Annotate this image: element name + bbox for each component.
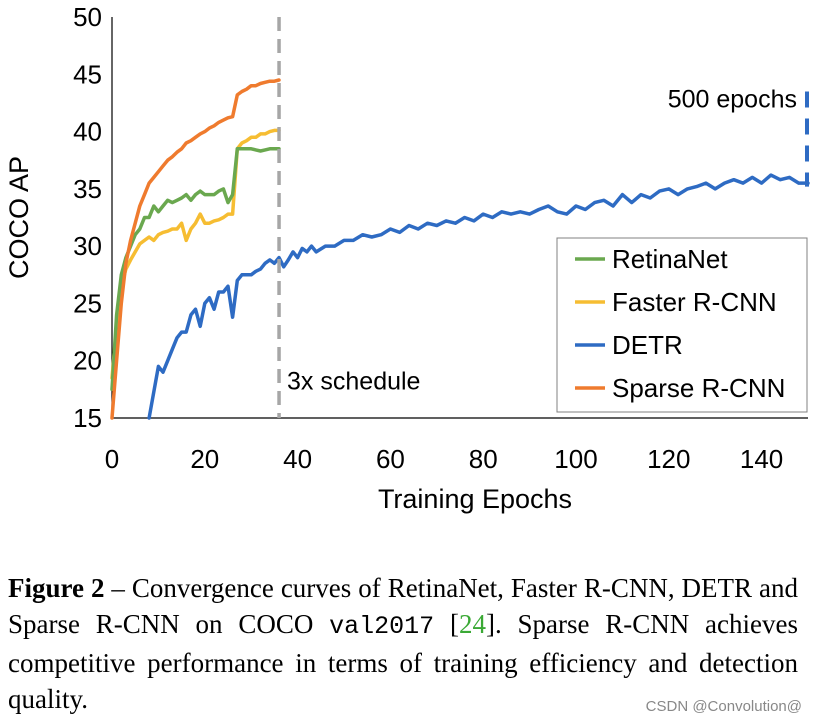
x-tick-label: 140 xyxy=(740,444,783,474)
y-tick-label: 40 xyxy=(73,117,102,147)
caption-citation-link[interactable]: 24 xyxy=(458,609,486,639)
legend-label-sparse-r-cnn: Sparse R-CNN xyxy=(612,373,785,403)
caption-dataset: val2017 xyxy=(329,612,435,641)
x-tick-label: 120 xyxy=(647,444,690,474)
legend-label-detr: DETR xyxy=(612,330,683,360)
figure-caption: Figure 2 – Convergence curves of RetinaN… xyxy=(8,570,798,717)
x-tick-label: 40 xyxy=(283,444,312,474)
caption-text-1: Convergence curves of RetinaNet, Faster … xyxy=(8,573,799,639)
y-tick-label: 20 xyxy=(73,346,102,376)
chart-legend: RetinaNet Faster R-CNN DETR Sparse R-CNN xyxy=(556,237,808,413)
x-axis-title: Training Epochs xyxy=(378,484,572,514)
watermark: CSDN @Convolution@ xyxy=(645,698,802,715)
chart-annotations: 3x schedule 500 epochs xyxy=(277,17,809,418)
x-tick-label: 20 xyxy=(190,444,219,474)
x-tick-label: 80 xyxy=(469,444,498,474)
series-line-sparse-r-cnn xyxy=(110,78,281,420)
chart-lines xyxy=(110,78,810,420)
caption-cite-close: ]. xyxy=(485,609,502,639)
y-axis-title: COCO AP xyxy=(4,156,34,279)
series-line-faster-r-cnn xyxy=(110,128,281,380)
x-tick-label: 100 xyxy=(554,444,597,474)
caption-cite-open: [ xyxy=(434,609,459,639)
legend-box xyxy=(556,237,808,413)
y-tick-label: 30 xyxy=(73,231,102,261)
legend-label-retinanet: RetinaNet xyxy=(612,244,728,274)
caption-dash: – xyxy=(104,573,132,603)
legend-label-faster-r-cnn: Faster R-CNN xyxy=(612,287,777,317)
caption-label: Figure 2 xyxy=(8,573,105,603)
y-tick-label: 50 xyxy=(73,2,102,32)
schedule-label: 3x schedule xyxy=(287,367,420,395)
caption-text-2: Sparse R-CNN achieves competitive perfor… xyxy=(8,609,798,714)
series-line-detr xyxy=(147,173,810,420)
y-tick-label: 45 xyxy=(73,59,102,89)
y-tick-label: 25 xyxy=(73,288,102,318)
x-tick-label: 0 xyxy=(105,444,119,474)
y-tick-label: 15 xyxy=(73,403,102,433)
epochs-label: 500 epochs xyxy=(668,86,797,114)
x-tick-label: 60 xyxy=(376,444,405,474)
y-tick-label: 35 xyxy=(73,174,102,204)
convergence-chart: 15 20 25 30 35 40 45 50 0 20 40 60 80 100 120 140 Traini… xyxy=(4,2,810,514)
chart-axes: 15 20 25 30 35 40 45 50 0 20 40 60 80 100 120 140 Traini… xyxy=(4,2,808,514)
series-line-retinanet xyxy=(110,147,281,392)
